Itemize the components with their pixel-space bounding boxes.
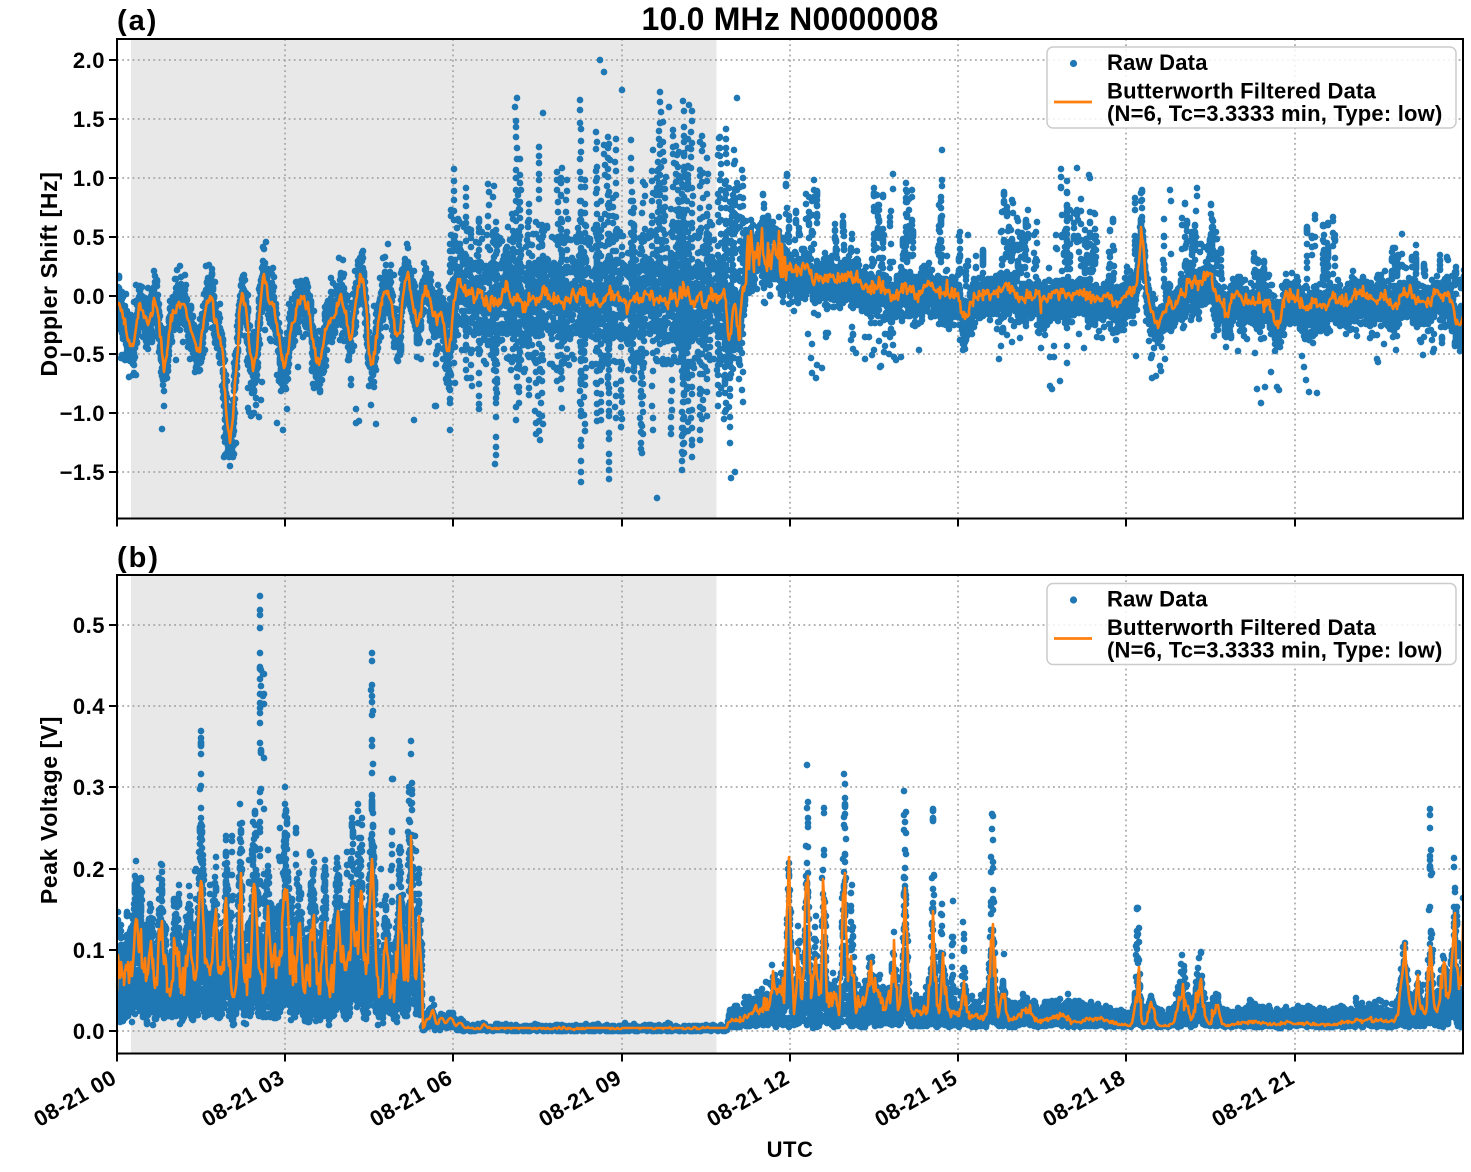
svg-text:(N=6, Tc=3.3333 min, Type: low: (N=6, Tc=3.3333 min, Type: low) xyxy=(1107,101,1443,126)
svg-text:Butterworth Filtered Data: Butterworth Filtered Data xyxy=(1107,615,1377,640)
svg-text:0.3: 0.3 xyxy=(73,775,105,800)
svg-text:1.5: 1.5 xyxy=(73,107,105,132)
svg-text:(N=6, Tc=3.3333 min, Type: low: (N=6, Tc=3.3333 min, Type: low) xyxy=(1107,638,1443,663)
svg-text:2.0: 2.0 xyxy=(73,48,105,73)
svg-text:1.0: 1.0 xyxy=(73,166,105,191)
svg-text:Peak Voltage [V]: Peak Voltage [V] xyxy=(36,716,62,904)
svg-text:0.4: 0.4 xyxy=(73,694,105,719)
svg-text:Doppler Shift [Hz]: Doppler Shift [Hz] xyxy=(36,172,62,377)
svg-text:Raw Data: Raw Data xyxy=(1107,587,1208,612)
svg-text:0.5: 0.5 xyxy=(73,225,105,250)
svg-text:Butterworth Filtered Data: Butterworth Filtered Data xyxy=(1107,79,1377,104)
svg-text:0.0: 0.0 xyxy=(73,1019,105,1044)
svg-text:0.1: 0.1 xyxy=(73,938,105,963)
svg-text:−1.5: −1.5 xyxy=(60,460,105,485)
svg-text:(a): (a) xyxy=(117,5,158,37)
svg-text:−0.5: −0.5 xyxy=(60,342,105,367)
svg-text:0.0: 0.0 xyxy=(73,284,105,309)
svg-text:(b): (b) xyxy=(117,542,160,574)
svg-text:UTC: UTC xyxy=(767,1137,814,1162)
svg-text:0.2: 0.2 xyxy=(73,857,105,882)
svg-text:Raw Data: Raw Data xyxy=(1107,50,1208,75)
svg-text:0.5: 0.5 xyxy=(73,613,105,638)
svg-text:−1.0: −1.0 xyxy=(60,401,105,426)
svg-text:10.0 MHz N0000008: 10.0 MHz N0000008 xyxy=(642,1,939,37)
